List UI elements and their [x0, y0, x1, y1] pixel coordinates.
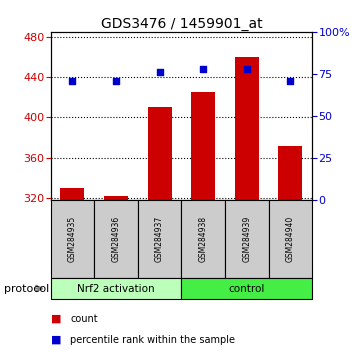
Bar: [104, 196, 128, 200]
Bar: [235, 57, 259, 200]
Text: GSM284935: GSM284935: [68, 216, 77, 262]
Bar: [225, 200, 269, 278]
Bar: [51, 278, 181, 299]
Text: ■: ■: [51, 314, 65, 324]
Text: percentile rank within the sample: percentile rank within the sample: [70, 335, 235, 345]
Title: GDS3476 / 1459901_at: GDS3476 / 1459901_at: [101, 17, 262, 31]
Text: protocol: protocol: [4, 284, 49, 293]
Bar: [278, 145, 303, 200]
Bar: [181, 278, 312, 299]
Bar: [191, 92, 215, 200]
Text: GSM284936: GSM284936: [112, 216, 121, 262]
Point: [288, 78, 293, 84]
Bar: [138, 200, 181, 278]
Text: Nrf2 activation: Nrf2 activation: [77, 284, 155, 293]
Text: control: control: [229, 284, 265, 293]
Point: [157, 69, 162, 75]
Text: GSM284940: GSM284940: [286, 216, 295, 262]
Text: count: count: [70, 314, 98, 324]
Bar: [94, 200, 138, 278]
Bar: [269, 200, 312, 278]
Text: GSM284937: GSM284937: [155, 216, 164, 262]
Point: [69, 78, 75, 84]
Bar: [51, 200, 94, 278]
Text: GSM284938: GSM284938: [199, 216, 208, 262]
Point: [113, 78, 119, 84]
Point: [244, 66, 250, 72]
Bar: [181, 200, 225, 278]
Point: [200, 66, 206, 72]
Bar: [148, 107, 171, 200]
Bar: [60, 188, 84, 200]
Text: GSM284939: GSM284939: [242, 216, 251, 262]
Text: ■: ■: [51, 335, 65, 345]
